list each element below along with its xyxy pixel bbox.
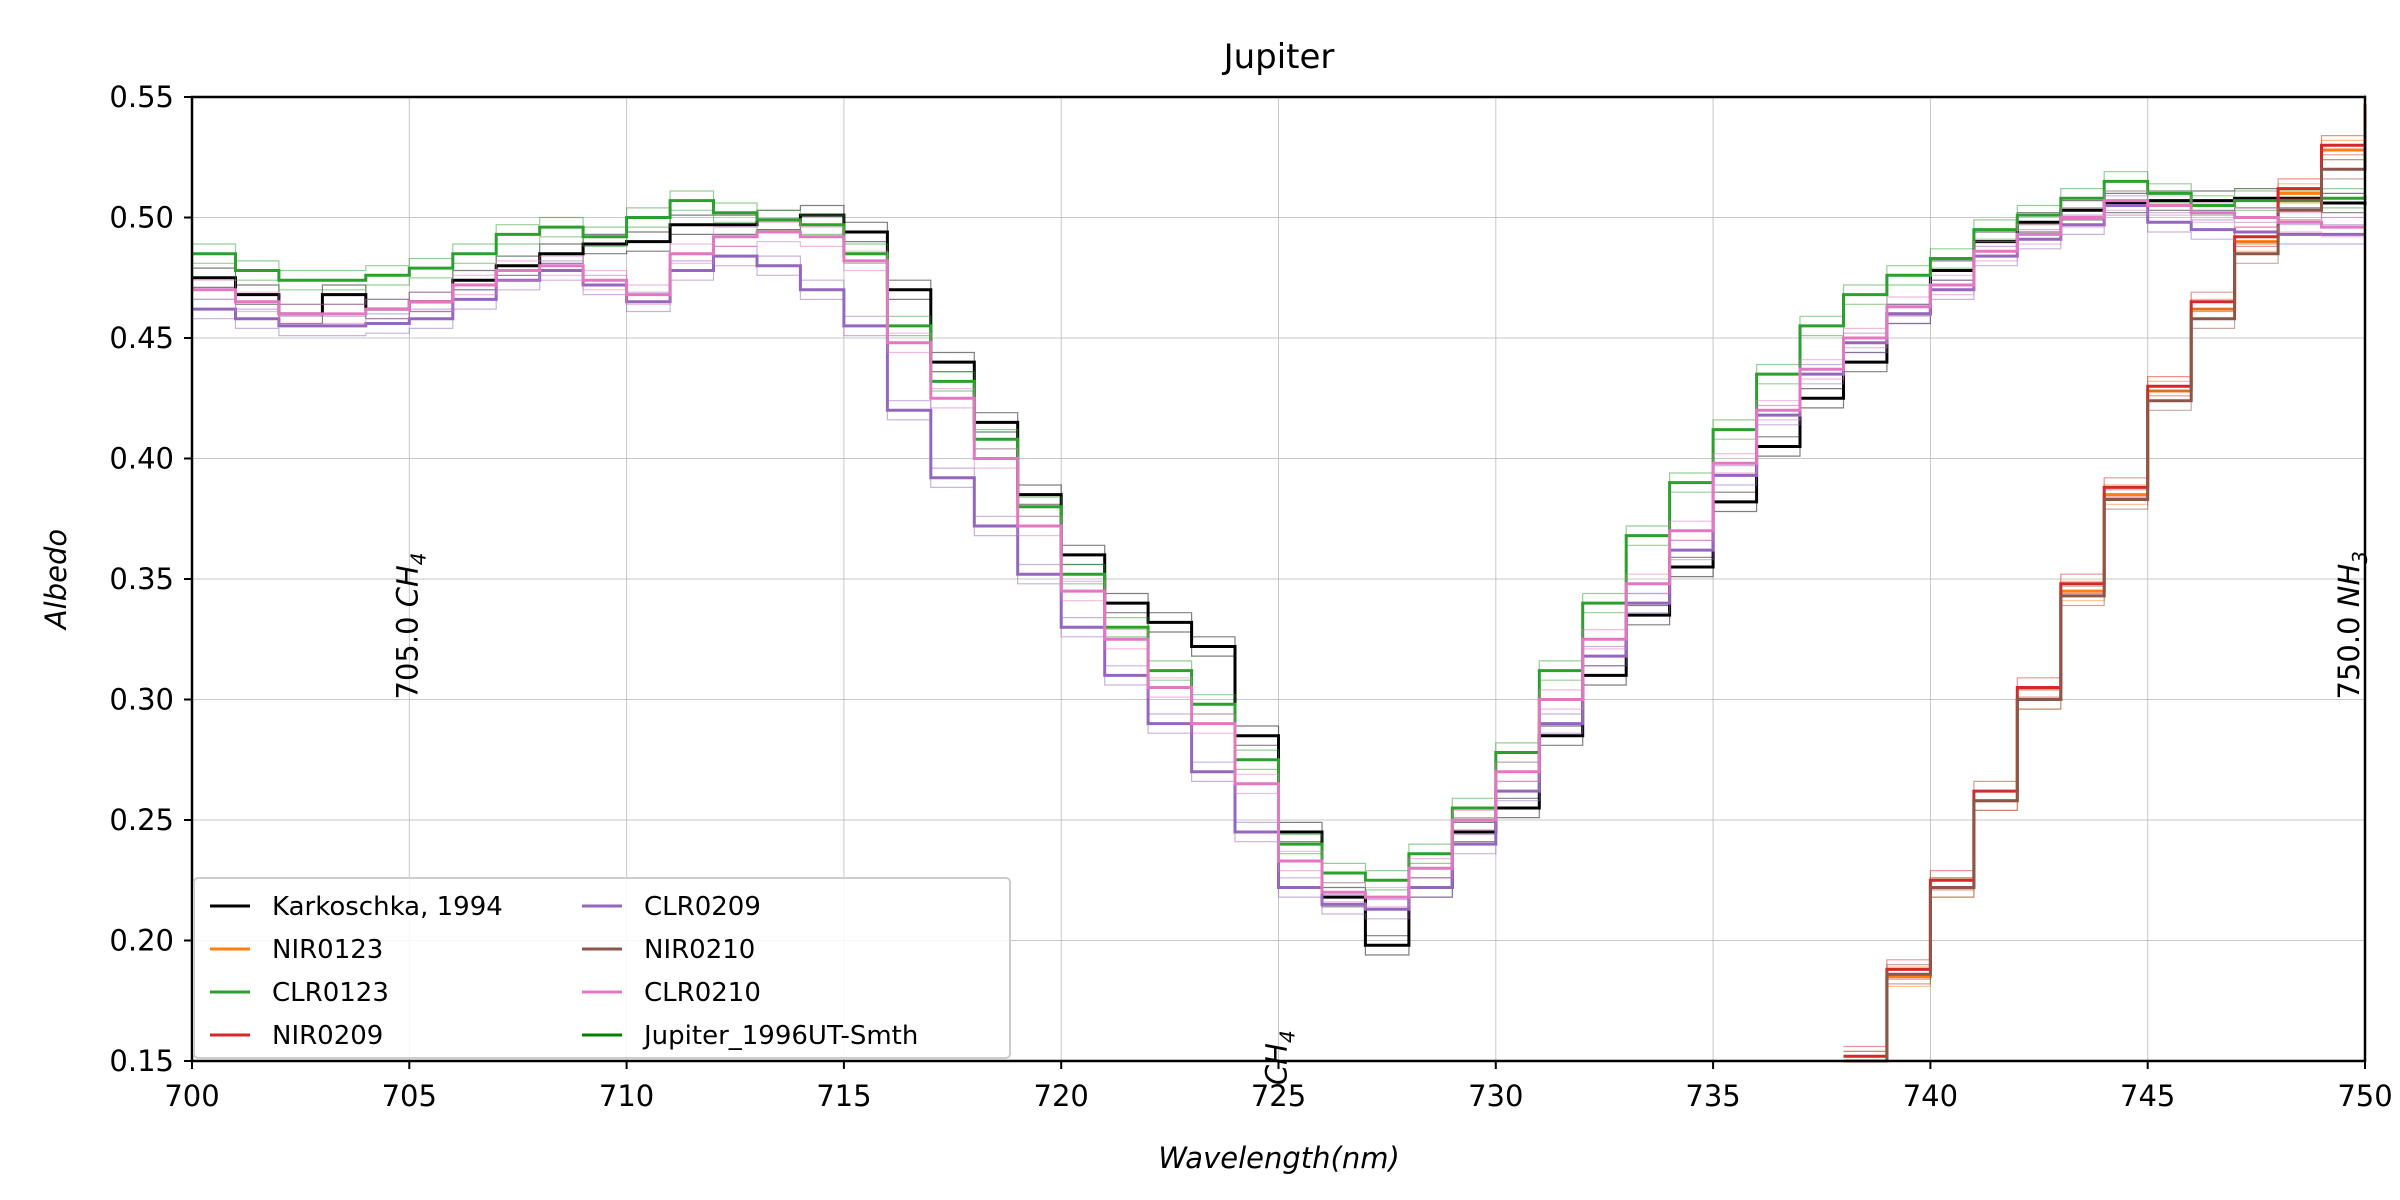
chart-title: Jupiter [1222,37,1335,77]
series-layer [192,94,2367,1063]
x-tick-label: 730 [1468,1079,1523,1113]
legend-item: CLR0210 [582,978,761,1008]
legend-label: CLR0209 [644,892,761,922]
y-tick-label: 0.45 [109,321,174,355]
annotation-species: CH [1260,1043,1294,1085]
y-tick-label: 0.35 [109,562,174,596]
annotation-value: 705.0 [390,607,424,699]
legend-item: Karkoschka, 1994 [210,892,503,922]
legend-item: NIR0209 [210,1021,383,1051]
legend-label: NIR0209 [272,1021,383,1051]
line-annotation: CH4 [1260,1030,1300,1085]
legend-item: NIR0210 [582,935,755,965]
x-axis-title-unit: (nm) [1331,1141,1400,1175]
x-tick-label: 740 [1903,1079,1958,1113]
annotation-subscript: 4 [406,552,430,565]
legend-item: Jupiter_1996UT-Smth [582,1021,918,1051]
legend-item: NIR0123 [210,935,383,965]
y-tick-label: 0.30 [109,683,174,717]
x-tick-label: 745 [2120,1079,2175,1113]
y-tick-label: 0.50 [109,201,174,235]
y-tick-label: 0.55 [109,80,174,114]
series-line-faint [1843,118,2366,1052]
annotation-subscript: 4 [1276,1030,1300,1043]
x-tick-label: 720 [1034,1079,1089,1113]
y-axis-ticks: 0.15 0.20 0.25 0.30 0.35 0.40 0.45 0.50 0.55 [109,80,192,1078]
annotation-species: CH [390,565,424,607]
x-tick-label: 710 [599,1079,654,1113]
x-axis-title-quantity: Wavelength [1158,1141,1330,1175]
x-tick-label: 715 [816,1079,871,1113]
legend-item: CLR0209 [582,892,761,922]
series-6 [192,190,2365,908]
legend-item: CLR0123 [210,978,389,1008]
annotation-value: 750.0 [2332,607,2366,699]
legend-label: NIR0123 [272,935,383,965]
x-tick-label: 705 [382,1079,437,1113]
x-axis-title: Wavelength(nm) [1158,1141,1400,1175]
line-annotation: 705.0 CH4 [390,552,430,699]
x-tick-label: 700 [164,1079,219,1113]
y-tick-label: 0.20 [109,924,174,958]
legend-label: CLR0210 [644,978,761,1008]
series-line-faint [1843,94,2366,1048]
annotation-species: NH [2332,564,2366,608]
legend-label: Karkoschka, 1994 [272,892,503,922]
x-tick-label: 735 [1685,1079,1740,1113]
legend: Karkoschka, 1994 NIR0123 CLR0123 NIR0209 CLR… [193,877,1011,1059]
series-line [192,199,2365,899]
y-axis-title: Albedo [39,529,73,631]
plot-frame [190,95,2367,1063]
annotation-subscript: 3 [2348,551,2372,564]
x-axis-ticks: 700 705 710 715 720 725 730 735 740 745 750 [164,1061,2393,1113]
legend-label: NIR0210 [644,935,755,965]
y-tick-label: 0.40 [109,442,174,476]
x-tick-label: 725 [1251,1079,1306,1113]
y-tick-label: 0.15 [109,1044,174,1078]
y-tick-label: 0.25 [109,803,174,837]
legend-box [193,877,1011,1059]
x-tick-label: 750 [2337,1079,2392,1113]
legend-label: Jupiter_1996UT-Smth [642,1021,918,1051]
legend-label: CLR0123 [272,978,389,1008]
